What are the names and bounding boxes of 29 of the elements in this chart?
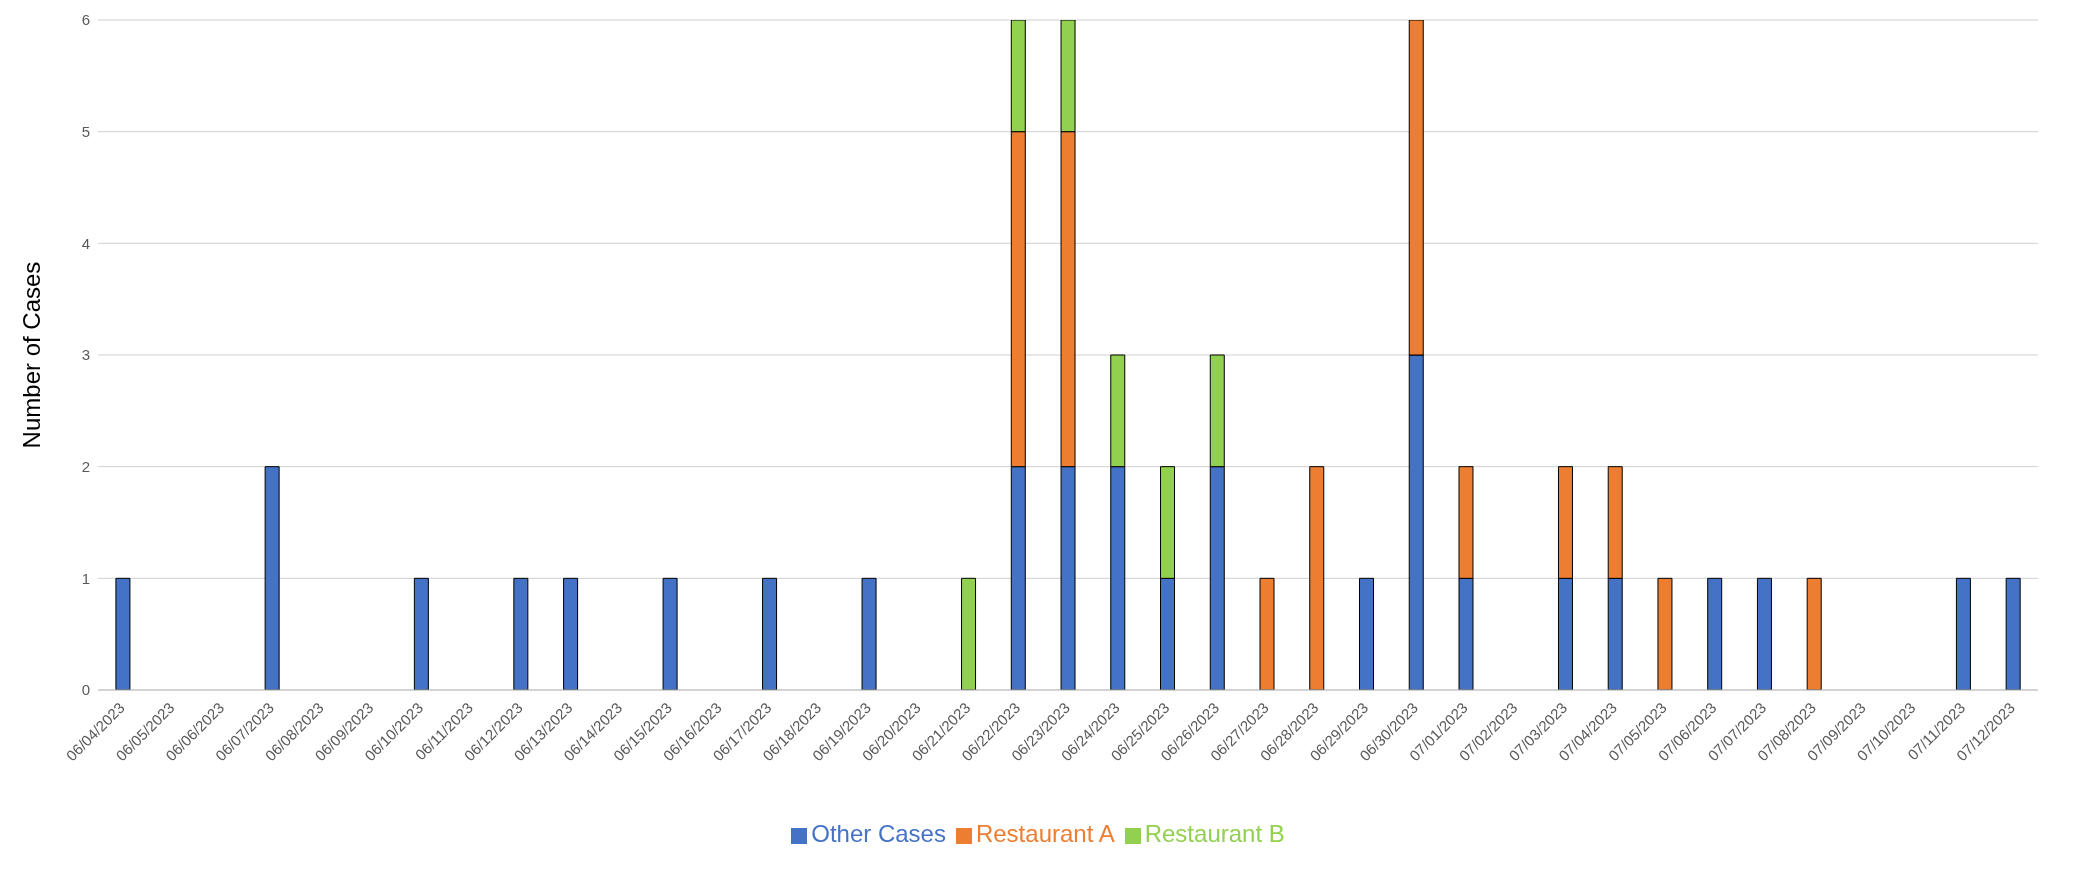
y-tick-label: 2 bbox=[81, 457, 90, 475]
bar bbox=[961, 577, 977, 690]
bar bbox=[1259, 577, 1275, 690]
bar bbox=[413, 577, 429, 690]
legend-label: Restaurant B bbox=[1144, 820, 1285, 847]
bar bbox=[1806, 577, 1822, 690]
bar bbox=[762, 577, 778, 690]
bar bbox=[1359, 577, 1374, 690]
bar bbox=[264, 466, 280, 690]
bar bbox=[662, 577, 678, 690]
bar bbox=[1309, 466, 1325, 690]
bar bbox=[2005, 577, 2021, 690]
bar bbox=[1707, 577, 1723, 690]
bar bbox=[115, 577, 131, 690]
y-tick-label: 4 bbox=[81, 234, 90, 252]
y-tick-label: 3 bbox=[81, 346, 90, 364]
bar bbox=[861, 577, 877, 690]
y-tick-label: 5 bbox=[81, 122, 90, 140]
bar bbox=[563, 577, 579, 690]
legend-label: Restaurant A bbox=[975, 820, 1115, 847]
legend-label: Other Cases bbox=[811, 820, 946, 847]
bar bbox=[1657, 577, 1673, 690]
y-tick-label: 1 bbox=[81, 569, 90, 587]
bar bbox=[1756, 577, 1772, 690]
bar bbox=[513, 577, 529, 690]
y-axis-title: Number of Cases bbox=[17, 261, 45, 449]
bar bbox=[1955, 577, 1971, 690]
y-tick-label: 0 bbox=[81, 681, 90, 699]
y-tick-label: 6 bbox=[81, 11, 90, 29]
